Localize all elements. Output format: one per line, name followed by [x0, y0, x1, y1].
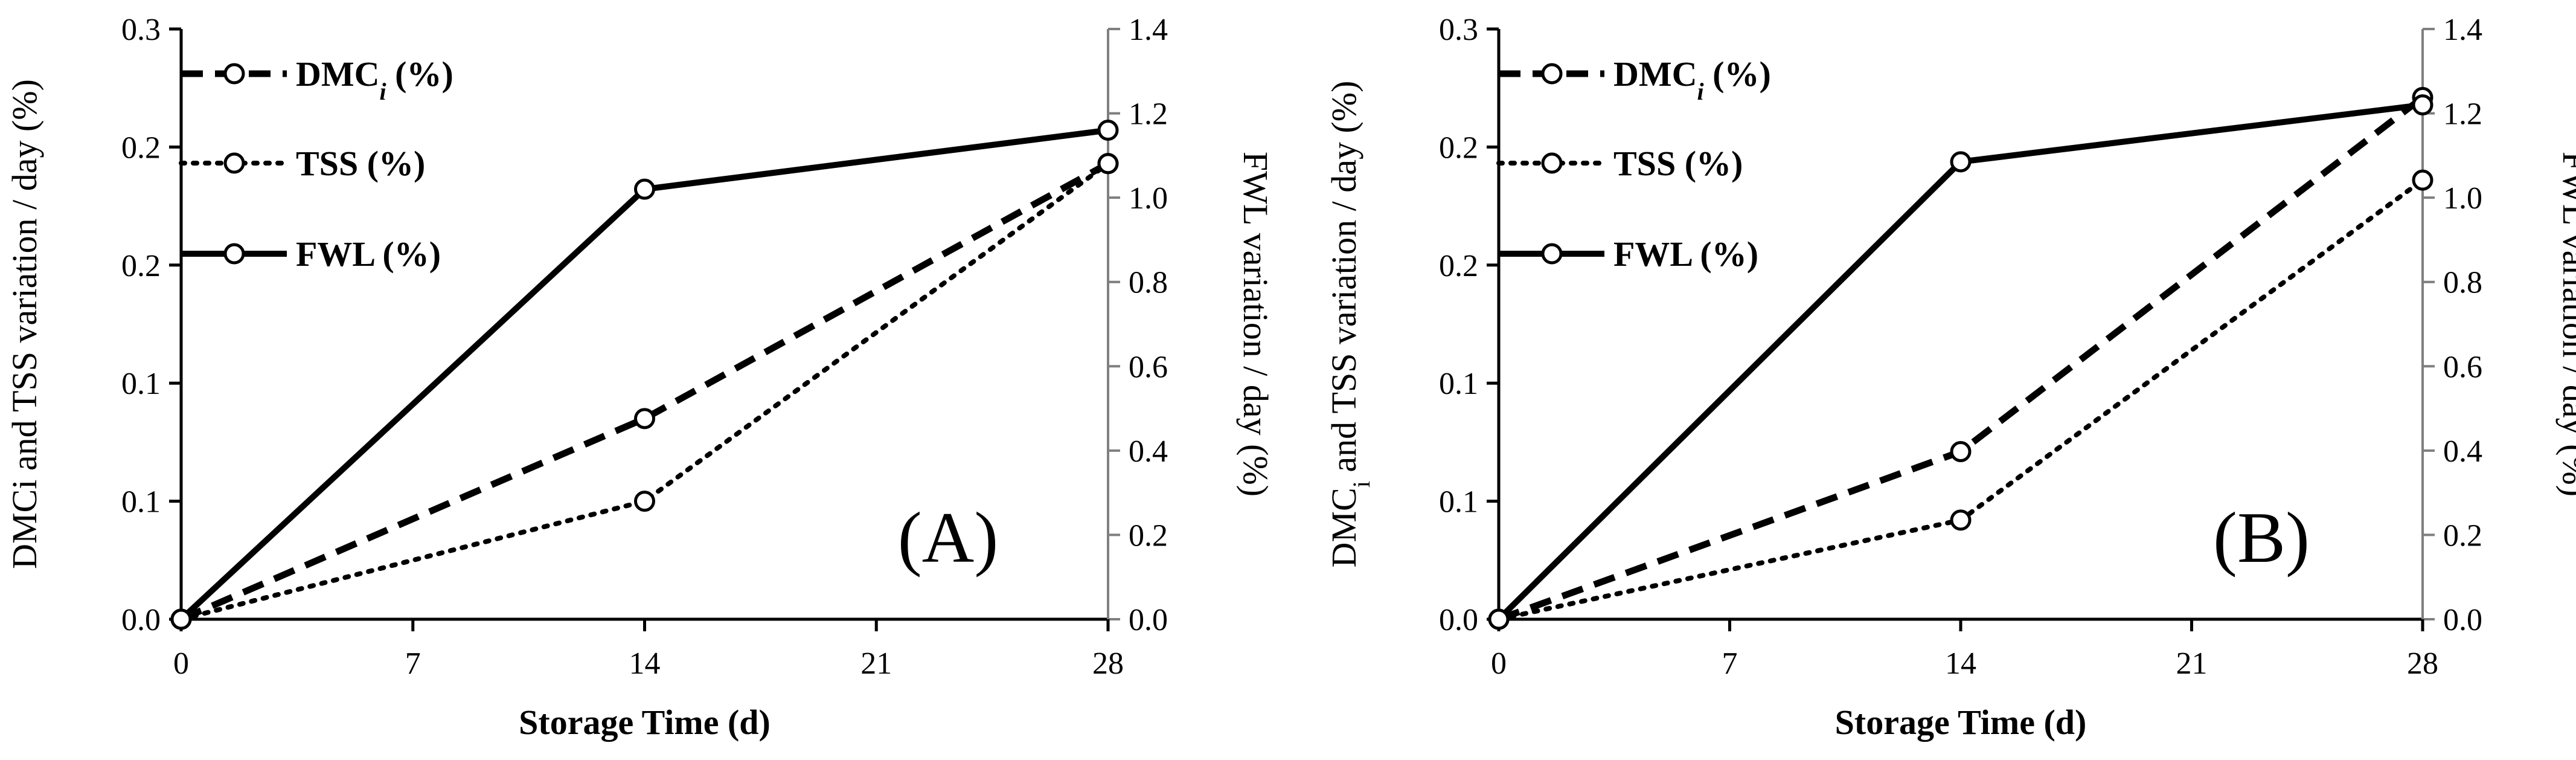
- right-y-tick-label: 0.2: [2443, 518, 2482, 553]
- left-y-tick-label: 0.2: [1439, 130, 1478, 165]
- data-point-fwl: [2412, 94, 2433, 116]
- data-point-fwl: [1488, 608, 1510, 630]
- data-point-tss: [2412, 169, 2433, 191]
- x-axis-title: Storage Time (d): [519, 703, 771, 742]
- left-y-tick-label: 0.0: [121, 603, 161, 637]
- left-y-tick-label: 0.1: [1439, 485, 1478, 520]
- chart-panel-b: 0.0 0.1 0.1 0.2 0.2 0.3 0.0 0.2 0.4 0.6 0.8 1.0 1.2 1…: [1324, 13, 2576, 742]
- data-point-fwl: [634, 178, 655, 200]
- right-y-tick-label: 1.2: [1129, 97, 1168, 132]
- right-y-tick-label: 0.0: [2443, 603, 2482, 637]
- right-y-axis-title: FWL variation / day (%): [1236, 152, 1275, 497]
- legend-label-fwl: FWL (%): [296, 234, 441, 274]
- data-point-fwl: [1097, 119, 1119, 141]
- legend-label-subscript: i: [1697, 78, 1704, 105]
- left-y-axis-title: DMCi and TSS variation / day (%): [5, 79, 44, 569]
- left-y-tick-label: 0.2: [121, 249, 161, 283]
- right-y-tick-label: 1.0: [2443, 181, 2482, 216]
- left-y-axis-title-rest: and TSS variation / day (%): [1324, 81, 1363, 481]
- x-tick-label: 0: [173, 646, 189, 681]
- left-y-tick-label: 0.2: [121, 130, 161, 165]
- left-y-axis-title-subscript: i: [1348, 481, 1375, 488]
- x-tick-label: 28: [2407, 646, 2438, 681]
- data-point-dmc: [634, 408, 655, 430]
- right-y-tick-label: 0.6: [1129, 350, 1168, 384]
- right-y-tick-label: 1.2: [2443, 97, 2482, 132]
- left-y-tick-label: 0.1: [1439, 367, 1478, 401]
- right-y-tick-label: 0.6: [2443, 350, 2482, 384]
- legend-marker-tss: [223, 152, 245, 174]
- legend-marker-fwl: [1541, 243, 1563, 265]
- right-y-tick-label: 0.0: [1129, 603, 1168, 637]
- right-y-tick-label: 0.4: [1129, 434, 1168, 469]
- legend-label-main: TSS (%): [1613, 144, 1743, 183]
- series-line-tss: [179, 161, 1110, 622]
- chart-panel-a: 0.0 0.1 0.1 0.2 0.2 0.3 0.0 0.2 0.4 0.6 0.8 1.0 1.2 1…: [5, 13, 1275, 742]
- data-point-dmc: [1950, 441, 1972, 463]
- left-y-tick-label: 0.0: [1439, 603, 1478, 637]
- legend-label-main: DMC: [296, 54, 380, 94]
- x-tick-label: 7: [405, 646, 421, 681]
- data-point-tss: [1950, 509, 1972, 531]
- legend-label-subscript: i: [380, 78, 386, 105]
- data-point-tss: [634, 491, 655, 512]
- x-tick-label: 28: [1092, 646, 1124, 681]
- legend-marker-fwl: [223, 243, 245, 265]
- left-y-axis-title-main: DMC: [1324, 488, 1363, 567]
- panel-label: (A): [898, 497, 999, 578]
- series-line-dmc: [179, 160, 1110, 623]
- left-y-axis-title: DMCi and TSS variation / day (%): [1324, 81, 1375, 568]
- legend-marker-tss: [1541, 152, 1563, 174]
- right-y-tick-label: 0.2: [1129, 518, 1168, 553]
- legend-label-main: TSS (%): [296, 144, 425, 183]
- x-tick-label: 21: [2176, 646, 2208, 681]
- right-y-axis-title: FWL variation / day (%): [2555, 152, 2576, 497]
- legend-label-suffix: (%): [1704, 54, 1771, 94]
- legend-label-fwl: FWL (%): [1613, 234, 1758, 274]
- right-y-tick-label: 1.0: [1129, 181, 1168, 216]
- x-tick-label: 7: [1722, 646, 1738, 681]
- left-y-tick-label: 0.3: [121, 13, 161, 47]
- data-point-fwl: [170, 608, 192, 630]
- legend-label-main: FWL (%): [1613, 234, 1758, 274]
- left-y-tick-label: 0.2: [1439, 249, 1478, 283]
- x-axis-title: Storage Time (d): [1835, 703, 2087, 742]
- x-tick-label: 14: [629, 646, 661, 681]
- panel-label: (B): [2213, 497, 2310, 578]
- legend-label-dmc: DMCi (%): [1613, 54, 1771, 105]
- right-y-tick-label: 0.4: [2443, 434, 2482, 469]
- right-y-tick-label: 1.4: [2443, 13, 2482, 47]
- data-point-tss: [1097, 153, 1119, 175]
- x-tick-label: 14: [1945, 646, 1976, 681]
- legend-label-tss: TSS (%): [1613, 144, 1743, 183]
- legend-label-dmc: DMCi (%): [296, 54, 453, 105]
- right-y-tick-label: 0.8: [2443, 266, 2482, 300]
- x-tick-label: 21: [860, 646, 892, 681]
- data-point-fwl: [1950, 151, 1972, 173]
- legend-label-tss: TSS (%): [296, 144, 425, 183]
- legend-label-main: DMC: [1613, 54, 1697, 94]
- left-y-tick-label: 0.3: [1439, 13, 1478, 47]
- legend-marker-dmc: [1541, 63, 1563, 85]
- x-tick-label: 0: [1491, 646, 1507, 681]
- left-y-tick-label: 0.1: [121, 367, 161, 401]
- left-y-tick-label: 0.1: [121, 485, 161, 520]
- legend-marker-dmc: [223, 63, 245, 85]
- legend-label-main: FWL (%): [296, 234, 441, 274]
- right-y-tick-label: 1.4: [1129, 13, 1168, 47]
- right-y-tick-label: 0.8: [1129, 266, 1168, 300]
- legend-label-suffix: (%): [386, 54, 453, 94]
